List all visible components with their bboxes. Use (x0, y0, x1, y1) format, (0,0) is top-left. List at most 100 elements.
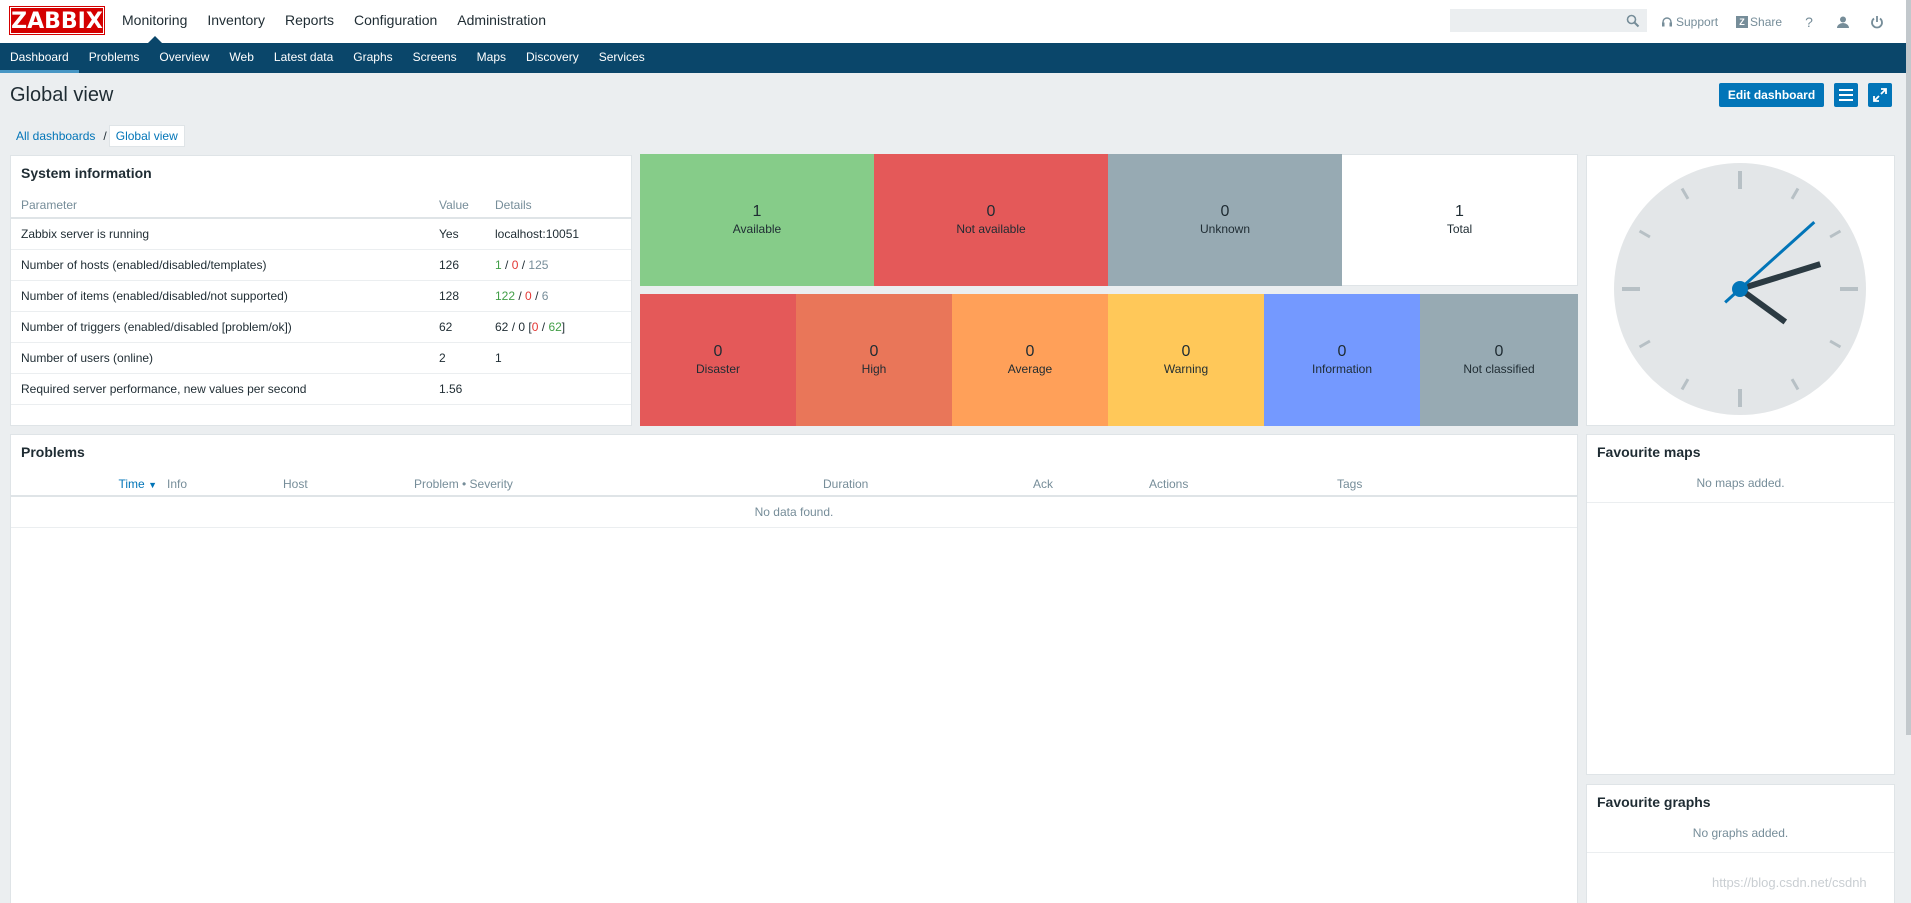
tile-label: Unknown (1199, 222, 1251, 236)
menu-configuration[interactable]: Configuration (354, 12, 438, 28)
headset-icon (1662, 16, 1672, 26)
clock-tick (1680, 187, 1690, 200)
submenu-services[interactable]: Services (598, 50, 645, 64)
share-link[interactable]: Z Share (1736, 15, 1782, 29)
tile-label: Available (732, 222, 782, 236)
breadcrumb-global-view[interactable]: Global view (108, 125, 185, 147)
page-title: Global view (10, 84, 114, 106)
menu-administration[interactable]: Administration (457, 12, 546, 28)
submenu-screens[interactable]: Screens (412, 50, 457, 64)
vertical-scrollbar[interactable] (1906, 0, 1911, 903)
availability-tile-unknown[interactable]: 0 Unknown (1108, 154, 1342, 286)
clock-tick (1790, 187, 1800, 200)
table-row: Number of triggers (enabled/disabled [pr… (11, 311, 631, 343)
submenu-latest-data[interactable]: Latest data (273, 50, 334, 64)
fullscreen-icon (1873, 88, 1887, 102)
availability-tile-total[interactable]: 1 Total (1342, 154, 1578, 286)
submenu-overview[interactable]: Overview (159, 50, 210, 64)
search-input[interactable] (1451, 10, 1621, 31)
tile-label: Total (1446, 222, 1473, 236)
table-row: Number of items (enabled/disabled/not su… (11, 280, 631, 312)
widget-title: Favourite graphs (1597, 794, 1711, 810)
column-header: Value (429, 193, 485, 219)
sub-menu: Dashboard Problems Overview Web Latest d… (0, 43, 1906, 73)
widget-title: System information (21, 165, 152, 181)
table-row: Zabbix server is running Yes localhost:1… (11, 218, 631, 250)
menu-monitoring[interactable]: Monitoring (112, 0, 197, 43)
clock-tick (1829, 339, 1842, 349)
watermark: https://blog.csdn.net/csdnh (1712, 875, 1867, 890)
column-header: Host (283, 472, 414, 497)
tile-count: 0 (869, 343, 879, 360)
details-cell: 122 / 0 / 6 (485, 280, 631, 312)
zabbix-logo[interactable]: ZABBIX (9, 6, 105, 35)
severity-tile-warning[interactable]: 0 Warning (1108, 294, 1264, 426)
fullscreen-button[interactable] (1868, 83, 1892, 107)
favourite-graphs-widget: Favourite graphs No graphs added. (1586, 784, 1895, 903)
widget-title: Problems (21, 444, 85, 460)
severity-tile-high[interactable]: 0 High (796, 294, 952, 426)
column-header: Actions (1149, 472, 1337, 497)
column-header: Tags (1337, 472, 1577, 497)
scrollbar-thumb[interactable] (1906, 0, 1911, 735)
submenu-web[interactable]: Web (229, 50, 254, 64)
availability-tile-available[interactable]: 1 Available (640, 154, 874, 286)
search-icon[interactable] (1626, 14, 1640, 28)
top-links: Support Z Share ? (1661, 0, 1902, 43)
system-information-widget: System information Parameter Value Detai… (10, 155, 632, 426)
help-icon[interactable]: ? (1805, 13, 1813, 30)
breadcrumb-all-dashboards[interactable]: All dashboards (16, 129, 96, 143)
submenu-dashboard[interactable]: Dashboard (0, 43, 79, 73)
clock-tick (1829, 229, 1842, 239)
submenu-problems[interactable]: Problems (88, 50, 140, 64)
problems-table: Time ▼ Info Host Problem • Severity Dura… (11, 472, 1577, 528)
param-cell: Number of hosts (enabled/disabled/templa… (11, 249, 429, 281)
system-info-table: Parameter Value Details Zabbix server is… (11, 193, 631, 405)
clock-ticks (1622, 171, 1858, 407)
param-cell: Number of items (enabled/disabled/not su… (11, 280, 429, 312)
value-cell: 1.56 (429, 373, 485, 405)
column-header-time[interactable]: Time ▼ (11, 472, 167, 497)
severity-tile-not-classified[interactable]: 0 Not classified (1420, 294, 1578, 426)
availability-tile-not-available[interactable]: 0 Not available (874, 154, 1108, 286)
submenu-graphs[interactable]: Graphs (353, 50, 393, 64)
table-row: Number of hosts (enabled/disabled/templa… (11, 249, 631, 281)
dashboard-actions-button[interactable] (1834, 83, 1858, 107)
share-icon: Z (1736, 15, 1749, 28)
param-cell: Number of triggers (enabled/disabled [pr… (11, 311, 429, 343)
main-menu: Monitoring Inventory Reports Configurati… (112, 0, 556, 43)
edit-dashboard-button[interactable]: Edit dashboard (1719, 83, 1824, 107)
severity-tile-information[interactable]: 0 Information (1264, 294, 1420, 426)
widget-title: Favourite maps (1597, 444, 1701, 460)
empty-message: No maps added. (1587, 472, 1894, 503)
breadcrumb: All dashboards / Global view (10, 125, 185, 147)
value-cell: 2 (429, 342, 485, 374)
menu-reports[interactable]: Reports (284, 12, 334, 28)
menu-inventory[interactable]: Inventory (207, 12, 265, 28)
sort-arrow-icon: ▼ (148, 479, 157, 490)
column-header: Duration (823, 472, 1033, 497)
user-profile-icon[interactable] (1834, 13, 1852, 31)
sign-out-icon[interactable] (1868, 13, 1886, 31)
details-cell: 1 (485, 342, 631, 374)
severity-tile-disaster[interactable]: 0 Disaster (640, 294, 796, 426)
menu-icon (1839, 89, 1853, 101)
top-header: ZABBIX Monitoring Inventory Reports Conf… (0, 0, 1906, 43)
clock-widget (1586, 155, 1895, 426)
param-cell: Number of users (online) (11, 342, 429, 374)
details-cell: localhost:10051 (485, 218, 631, 250)
support-label: Support (1676, 14, 1719, 29)
severity-tile-average[interactable]: 0 Average (952, 294, 1108, 426)
details-cell: 1 / 0 / 125 (485, 249, 631, 281)
empty-message: No data found. (11, 496, 1577, 528)
analog-clock (1614, 163, 1866, 415)
search-box (1450, 9, 1647, 32)
value-cell: 126 (429, 249, 485, 281)
submenu-discovery[interactable]: Discovery (526, 50, 579, 64)
submenu-maps[interactable]: Maps (476, 50, 507, 64)
tile-label: Not classified (1463, 362, 1535, 376)
details-cell (485, 373, 631, 405)
value-cell: 62 (429, 311, 485, 343)
support-link[interactable]: Support (1661, 15, 1718, 29)
host-availability-widget: 1 Available 0 Not available 0 Unknown 1 … (640, 154, 1578, 286)
